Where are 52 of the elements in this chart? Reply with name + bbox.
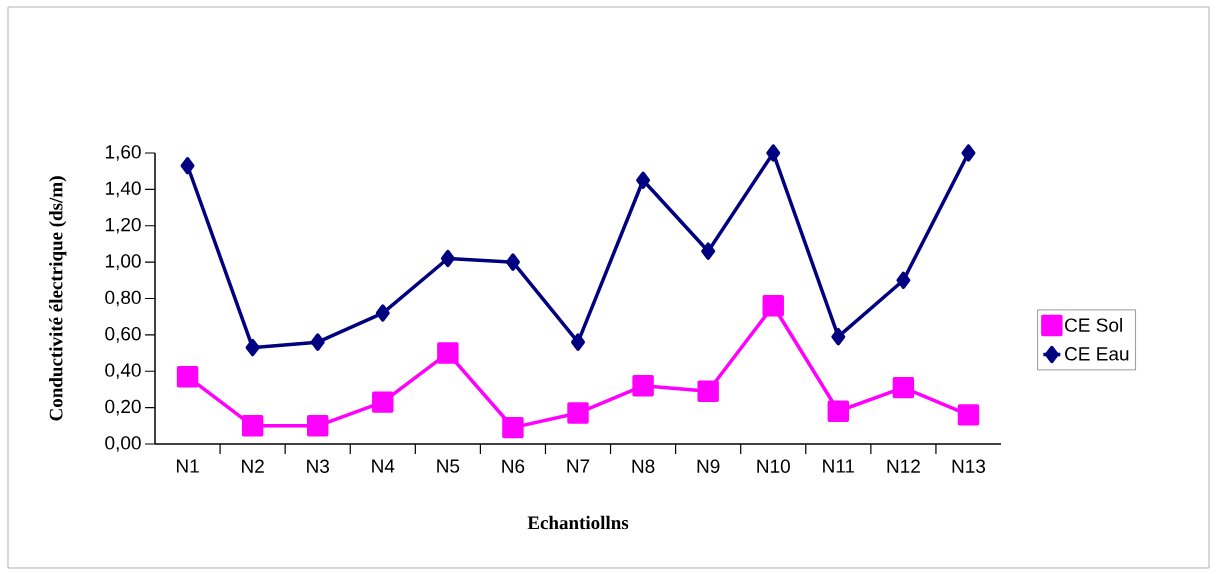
y-tick-label: 1,40 xyxy=(105,181,141,198)
point xyxy=(697,380,719,402)
point xyxy=(437,342,459,364)
point xyxy=(831,327,846,346)
x-tick-label: N7 xyxy=(567,459,590,473)
point xyxy=(892,376,915,399)
y-tick-label: 1,00 xyxy=(105,254,141,270)
x-tick-label: N3 xyxy=(307,459,330,473)
y-tick-label: 0,40 xyxy=(105,363,141,380)
point xyxy=(961,144,976,162)
x-tick-label: N9 xyxy=(697,459,720,473)
point xyxy=(762,295,784,317)
point xyxy=(241,415,264,437)
x-tick-label: N12 xyxy=(887,459,920,473)
point xyxy=(567,402,589,424)
point xyxy=(176,365,199,388)
x-tick-label: N5 xyxy=(437,459,460,473)
legend-label: CE Eau xyxy=(1065,347,1129,361)
x-tick-label: N8 xyxy=(632,459,655,473)
point xyxy=(180,156,195,175)
y-tick-label: 0,00 xyxy=(105,436,141,452)
x-tick-label: N13 xyxy=(952,459,986,473)
y-tick-label: 0,20 xyxy=(105,399,141,416)
point xyxy=(957,404,980,426)
y-tick-label: 1,60 xyxy=(105,145,141,161)
point xyxy=(440,249,455,268)
x-tick-label: N10 xyxy=(757,459,790,473)
point xyxy=(571,333,585,351)
point xyxy=(636,171,651,189)
x-tick-label: N1 xyxy=(176,459,199,473)
point xyxy=(827,400,850,422)
point xyxy=(701,242,716,260)
point xyxy=(896,271,911,290)
x-axis-title: Echantiollns xyxy=(527,515,629,530)
point xyxy=(502,416,524,439)
point xyxy=(245,338,260,357)
y-tick-label: 0,80 xyxy=(105,290,141,307)
point xyxy=(310,333,325,351)
point xyxy=(632,375,654,397)
x-tick-label: N11 xyxy=(823,459,855,473)
point xyxy=(375,304,390,322)
x-tick-label: N6 xyxy=(502,459,525,473)
y-tick-label: 1,20 xyxy=(105,217,141,234)
point xyxy=(505,253,520,271)
point xyxy=(372,391,394,413)
x-tick-label: N4 xyxy=(372,459,395,473)
point xyxy=(766,144,781,162)
legend-label: CE Sol xyxy=(1065,317,1122,332)
y-axis-title: Conductivité électrique (ds/m) xyxy=(49,176,67,421)
point xyxy=(306,415,329,437)
y-tick-label: 0,60 xyxy=(105,327,141,343)
x-tick-label: N2 xyxy=(242,459,264,473)
